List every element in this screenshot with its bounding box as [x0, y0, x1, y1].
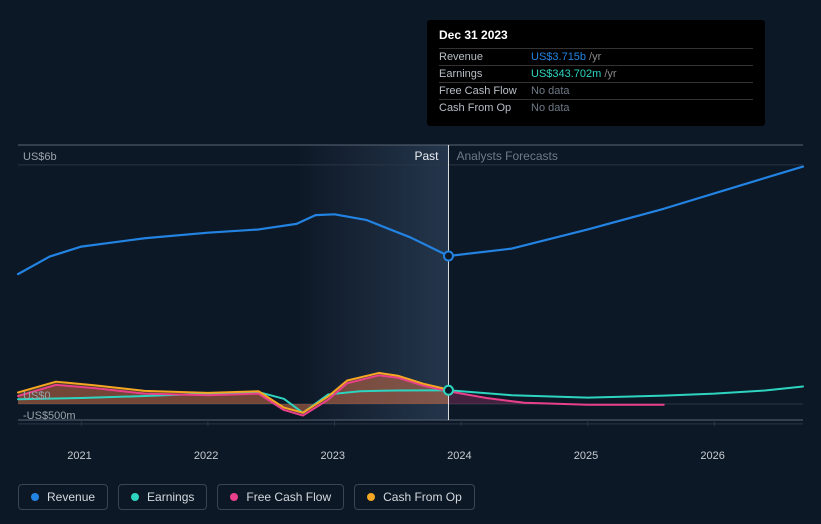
- chart-tooltip: Dec 31 2023 RevenueUS$3.715b/yrEarningsU…: [427, 20, 765, 126]
- legend-item-label: Cash From Op: [383, 490, 462, 504]
- legend-item-label: Free Cash Flow: [246, 490, 331, 504]
- x-axis-label: 2022: [194, 450, 218, 462]
- region-label-past: Past: [414, 149, 438, 163]
- x-axis-label: 2023: [321, 450, 345, 462]
- earnings-revenue-chart: US$6b US$0 -US$500m 2021 2022 2023 2024 2025 20…: [0, 0, 821, 524]
- tooltip-row: EarningsUS$343.702m/yr: [439, 65, 753, 82]
- region-label-forecast: Analysts Forecasts: [456, 149, 557, 163]
- y-axis-label: US$0: [23, 390, 51, 402]
- chart-legend: Revenue Earnings Free Cash Flow Cash From O…: [18, 484, 475, 510]
- legend-item-free-cash-flow[interactable]: Free Cash Flow: [217, 484, 344, 510]
- legend-item-label: Revenue: [47, 490, 95, 504]
- x-axis-label: 2024: [447, 450, 471, 462]
- tooltip-row-value: No data: [531, 102, 570, 114]
- x-axis-label: 2021: [67, 450, 91, 462]
- y-axis-label: US$6b: [23, 151, 57, 163]
- y-axis-label: -US$500m: [23, 410, 76, 422]
- legend-dot-icon: [131, 493, 139, 501]
- x-axis-label: 2025: [574, 450, 598, 462]
- tooltip-date: Dec 31 2023: [439, 28, 753, 48]
- tooltip-row-value: US$3.715b: [531, 51, 586, 63]
- legend-item-label: Earnings: [147, 490, 194, 504]
- tooltip-row-value: No data: [531, 85, 570, 97]
- legend-item-cash-from-op[interactable]: Cash From Op: [354, 484, 475, 510]
- legend-item-revenue[interactable]: Revenue: [18, 484, 108, 510]
- x-axis-label: 2026: [700, 450, 724, 462]
- tooltip-row-label: Free Cash Flow: [439, 85, 531, 97]
- legend-dot-icon: [31, 493, 39, 501]
- tooltip-row-value: US$343.702m: [531, 68, 601, 80]
- tooltip-row-label: Cash From Op: [439, 102, 531, 114]
- legend-dot-icon: [230, 493, 238, 501]
- tooltip-row: RevenueUS$3.715b/yr: [439, 48, 753, 65]
- legend-item-earnings[interactable]: Earnings: [118, 484, 207, 510]
- tooltip-row-label: Revenue: [439, 51, 531, 63]
- tooltip-row-suffix: /yr: [589, 51, 601, 63]
- tooltip-row-suffix: /yr: [604, 68, 616, 80]
- tooltip-row: Cash From OpNo data: [439, 99, 753, 116]
- tooltip-row: Free Cash FlowNo data: [439, 82, 753, 99]
- legend-dot-icon: [367, 493, 375, 501]
- tooltip-row-label: Earnings: [439, 68, 531, 80]
